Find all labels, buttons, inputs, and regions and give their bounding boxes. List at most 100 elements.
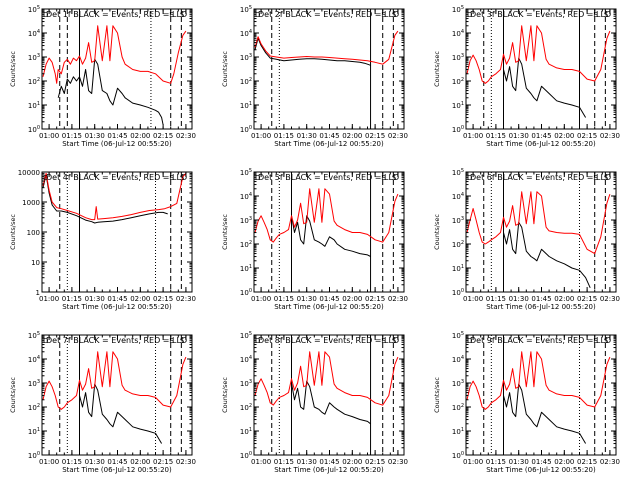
x-tick-label: 01:15 [274,132,294,140]
x-tick-label: 01:30 [297,458,317,466]
marker-label: E [381,174,385,182]
y-tick-label: 1000 [22,199,40,207]
y-tick-label: 102 [452,77,464,86]
x-axis-label: Start Time (06-Jul-12 00:55:20) [62,466,172,474]
y-tick-label: 101 [240,101,252,110]
y-tick-label: 103 [240,53,252,62]
x-tick-label: 01:00 [463,295,483,303]
y-axis-label: Counts/sec [433,377,441,413]
y-tick-label: 102 [240,77,252,86]
series-events-line [57,58,164,125]
y-tick-label: 104 [28,355,40,364]
y-tick-label: 1 [36,289,40,297]
x-tick-label: 02:15 [365,295,385,303]
marker-label: E [593,11,597,19]
x-tick-label: 01:00 [251,132,271,140]
y-tick-label: 103 [452,53,464,62]
x-tick-label: 01:45 [319,458,339,466]
x-tick-label: 01:30 [297,132,317,140]
y-tick-label: 101 [240,264,252,273]
x-axis-label: Start Time (06-Jul-12 00:55:20) [486,466,596,474]
x-tick-label: 01:45 [531,132,551,140]
x-tick-label: 01:30 [509,458,529,466]
panel-title: Det 9f BLACK = Events, RED = LLD [470,336,611,345]
series-events-line [79,383,163,444]
y-axis-label: Counts/sec [433,51,441,87]
x-tick-label: 01:00 [39,132,59,140]
plot-frame [41,8,193,130]
panel-title: Det 6f BLACK = Events, RED = LLD [470,173,611,182]
x-tick-label: 01:30 [509,132,529,140]
x-tick-label: 02:15 [153,458,173,466]
marker-label: E [593,174,597,182]
series-lld-line [466,25,611,84]
x-tick-label: 01:30 [85,458,105,466]
x-tick-label: 01:00 [463,458,483,466]
y-axis-label: Counts/sec [221,377,229,413]
y-tick-label: 103 [28,379,40,388]
x-tick-label: 01:45 [107,458,127,466]
x-tick-label: 01:30 [85,295,105,303]
y-tick-label: 105 [240,331,252,340]
x-tick-label: 01:15 [274,295,294,303]
x-tick-label: 01:15 [486,132,506,140]
y-tick-label: 105 [240,168,252,177]
plot-frame [41,334,193,456]
marker-label: E [381,337,385,345]
marker-label: D [255,337,260,345]
plot-frame [253,171,405,293]
marker-label: S [180,11,185,19]
x-tick-label: 01:45 [107,295,127,303]
panel-title: Det 3f BLACK = Events, RED = LLD [470,10,611,19]
series-lld-line [42,351,187,410]
panel-title: Det 8f BLACK = Events, RED = LLD [258,336,399,345]
marker-label: S [604,174,609,182]
plot-frame [41,171,193,293]
x-tick-label: 02:00 [342,295,362,303]
panel-title: Det 1f BLACK = Events, RED = LLD [46,10,187,19]
y-tick-label: 101 [28,101,40,110]
y-axis-label: Counts/sec [221,214,229,250]
x-tick-label: 02:15 [153,295,173,303]
x-tick-label: 02:30 [600,295,620,303]
y-tick-label: 100 [452,288,464,297]
y-tick-label: 103 [240,216,252,225]
x-tick-label: 01:00 [251,458,271,466]
x-tick-label: 01:45 [531,295,551,303]
marker-label: D [467,11,472,19]
x-axis-label: Start Time (06-Jul-12 00:55:20) [274,140,384,148]
y-tick-label: 102 [452,403,464,412]
y-tick-label: 100 [452,451,464,460]
marker-label: S [392,11,397,19]
marker-label: E [169,174,173,182]
x-tick-label: 02:15 [577,295,597,303]
x-tick-label: 01:45 [531,458,551,466]
y-tick-label: 101 [452,427,464,436]
marker-label: S [392,337,397,345]
y-tick-label: 101 [452,101,464,110]
y-tick-label: 100 [452,125,464,134]
x-tick-label: 02:00 [342,132,362,140]
y-tick-label: 105 [240,5,252,14]
marker-label: E [593,337,597,345]
x-tick-label: 02:30 [388,458,408,466]
y-tick-label: 105 [452,5,464,14]
marker-label: S [604,337,609,345]
y-tick-label: 102 [240,403,252,412]
marker-label: S [180,174,185,182]
marker-label: D [255,174,260,182]
y-tick-label: 105 [28,331,40,340]
x-tick-label: 01:00 [251,295,271,303]
x-tick-label: 01:15 [274,458,294,466]
x-tick-label: 01:00 [39,458,59,466]
x-tick-label: 01:30 [297,295,317,303]
x-tick-label: 02:15 [365,132,385,140]
y-tick-label: 100 [28,451,40,460]
marker-label: S [604,11,609,19]
